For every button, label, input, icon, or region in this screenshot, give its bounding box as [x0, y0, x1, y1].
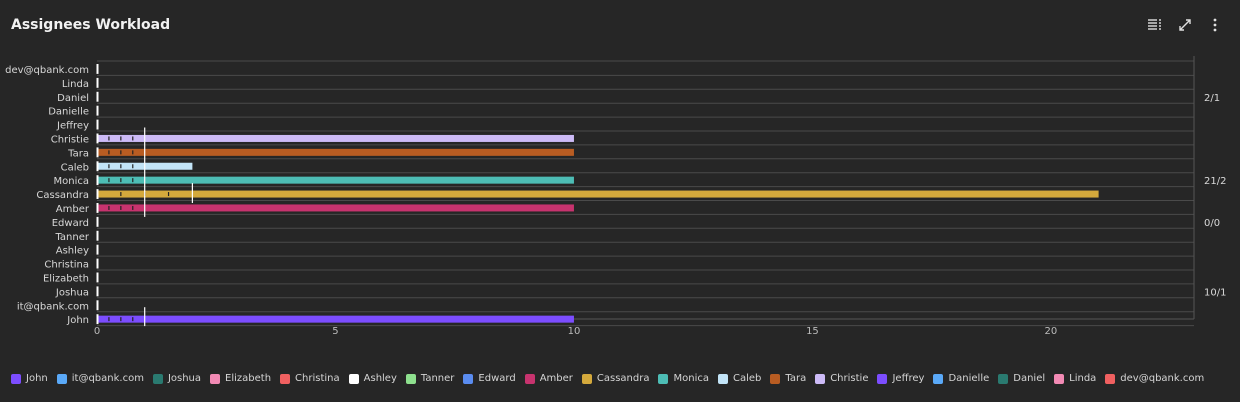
legend-label: Linda: [1069, 373, 1097, 384]
expand-icon[interactable]: [1178, 17, 1192, 33]
bar-John: [97, 315, 574, 323]
category-label: Amber: [56, 204, 90, 215]
category-label: Danielle: [48, 107, 89, 118]
right-summary-label: 10/1: [1204, 287, 1226, 298]
legend-label: Tanner: [420, 373, 455, 384]
legend-label: Daniel: [1013, 373, 1046, 384]
legend-item[interactable]: Caleb: [717, 373, 762, 384]
legend-swatch: [524, 373, 535, 384]
legend-label: Joshua: [167, 373, 202, 384]
category-label: dev@qbank.com: [5, 65, 89, 76]
chart-legend: John it@qbank.com Joshua Elizabeth Christina…: [11, 373, 1213, 384]
category-label: Caleb: [61, 162, 89, 173]
right-summary-label: 2/1: [1204, 93, 1220, 104]
legend-swatch: [717, 373, 728, 384]
chart-title: Assignees Workload: [11, 17, 171, 33]
legend-swatch: [11, 373, 21, 384]
legend-label: Ashley: [363, 373, 397, 384]
legend-label: Monica: [673, 373, 709, 384]
legend-swatch: [933, 373, 944, 384]
x-tick-label: 10: [568, 326, 581, 337]
legend-swatch: [658, 373, 669, 384]
legend-swatch: [877, 373, 888, 384]
legend-item[interactable]: Cassandra: [581, 373, 650, 384]
legend-label: Caleb: [732, 373, 762, 384]
legend-item[interactable]: Christie: [815, 373, 868, 384]
legend-swatch: [152, 373, 163, 384]
legend-label: it@qbank.com: [71, 373, 144, 384]
legend-label: Christie: [830, 373, 869, 384]
category-label: Monica: [54, 176, 90, 187]
legend-label: Jeffrey: [892, 373, 925, 384]
bar-Christie: [97, 134, 574, 142]
legend-label: dev@qbank.com: [1120, 373, 1205, 384]
right-summary-label: 0/0: [1204, 218, 1220, 229]
bar-Cassandra: [97, 190, 1099, 198]
legend-swatch: [581, 373, 592, 384]
legend-swatch: [998, 373, 1009, 384]
legend-item[interactable]: Amber: [524, 373, 573, 384]
category-label: Edward: [52, 218, 89, 229]
bar-Monica: [97, 176, 574, 184]
legend-label: Edward: [478, 373, 516, 384]
legend-item[interactable]: Edward: [463, 373, 516, 384]
category-label: Jeffrey: [56, 121, 89, 132]
legend-swatch: [210, 373, 221, 384]
legend-swatch: [280, 373, 291, 384]
legend-swatch: [348, 373, 359, 384]
legend-swatch: [405, 373, 416, 384]
bar-Tara: [97, 148, 574, 156]
category-label: Christina: [44, 260, 89, 271]
legend-item[interactable]: Jeffrey: [877, 373, 924, 384]
legend-label: Amber: [539, 373, 573, 384]
category-label: John: [66, 315, 89, 326]
x-tick-label: 0: [94, 326, 100, 337]
legend-item[interactable]: it@qbank.com: [56, 373, 144, 384]
legend-swatch: [1105, 373, 1116, 384]
legend-label: Christina: [295, 373, 340, 384]
legend-swatch: [815, 373, 826, 384]
toolbar: [1148, 17, 1222, 33]
legend-item[interactable]: Elizabeth: [210, 373, 271, 384]
legend-item[interactable]: Danielle: [933, 373, 989, 384]
category-label: Joshua: [55, 287, 89, 298]
category-label: Elizabeth: [43, 273, 89, 284]
right-summary-label: 21/2: [1204, 176, 1226, 187]
category-label: Daniel: [57, 93, 89, 104]
legend-label: Elizabeth: [225, 373, 272, 384]
bar-Amber: [97, 204, 574, 212]
category-label: Cassandra: [36, 190, 89, 201]
category-label: Christie: [51, 134, 89, 145]
legend-item[interactable]: Daniel: [998, 373, 1045, 384]
category-label: it@qbank.com: [17, 301, 89, 312]
legend-item[interactable]: dev@qbank.com: [1105, 373, 1204, 384]
legend-item[interactable]: John: [11, 373, 48, 384]
legend-item[interactable]: Joshua: [152, 373, 202, 384]
legend-item[interactable]: Monica: [658, 373, 709, 384]
category-label: Tanner: [54, 232, 89, 243]
category-label: Ashley: [56, 246, 89, 257]
legend-label: Danielle: [948, 373, 990, 384]
category-label: Linda: [62, 79, 89, 90]
more-vertical-icon[interactable]: [1208, 17, 1222, 33]
legend-item[interactable]: Christina: [280, 373, 340, 384]
legend-label: Tara: [785, 373, 807, 384]
workload-chart: dev@qbank.com Linda Daniel Danielle Jeffrey C…: [5, 56, 1226, 337]
legend-item[interactable]: Tara: [770, 373, 806, 384]
x-tick-label: 20: [1045, 326, 1058, 337]
x-tick-label: 15: [806, 326, 819, 337]
legend-swatch: [463, 373, 474, 384]
legend-swatch: [1054, 373, 1065, 384]
legend-item[interactable]: Linda: [1054, 373, 1096, 384]
legend-swatch: [56, 373, 67, 384]
legend-item[interactable]: Ashley: [348, 373, 397, 384]
legend-swatch: [770, 373, 781, 384]
category-label: Tara: [67, 148, 89, 159]
x-tick-label: 5: [332, 326, 338, 337]
legend-label: Cassandra: [596, 373, 650, 384]
legend-label: John: [26, 373, 48, 384]
list-toggle-icon[interactable]: [1148, 17, 1162, 33]
legend-item[interactable]: Tanner: [405, 373, 455, 384]
